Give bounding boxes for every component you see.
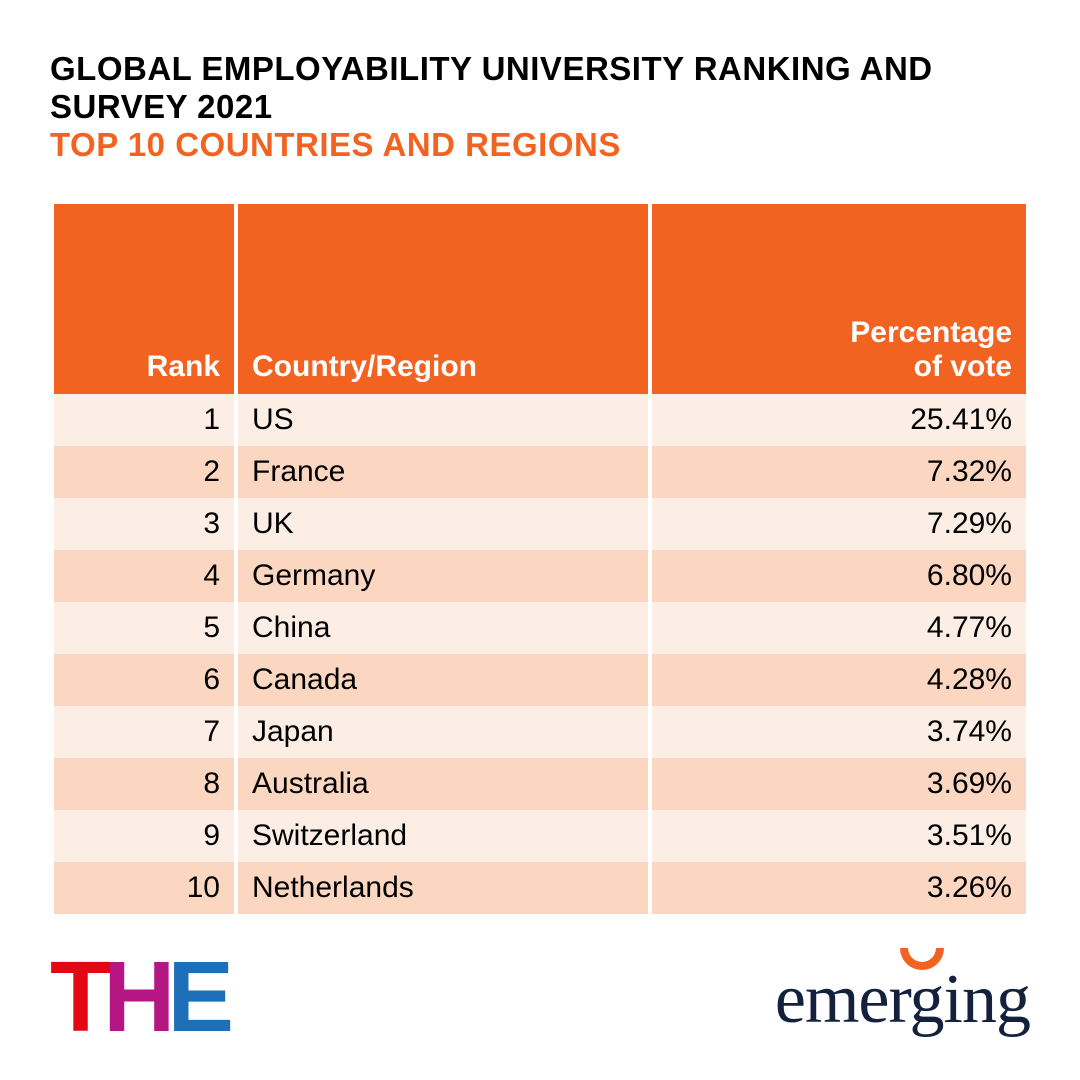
table-row: 1US25.41% <box>54 394 1026 446</box>
table-header-row: Rank Country/Region Percentage of vote <box>54 204 1026 394</box>
col-header-pct-line2: of vote <box>914 350 1012 383</box>
table-row: 4Germany6.80% <box>54 550 1026 602</box>
cell-percentage: 4.77% <box>652 602 1026 654</box>
cell-country: Germany <box>238 550 648 602</box>
table-row: 6Canada4.28% <box>54 654 1026 706</box>
table-row: 5China4.77% <box>54 602 1026 654</box>
table-row: 7Japan3.74% <box>54 706 1026 758</box>
cell-country: France <box>238 446 648 498</box>
cell-country: UK <box>238 498 648 550</box>
emerging-logo-text: emerging <box>775 960 1030 1040</box>
footer: T H E emerging <box>50 955 1030 1040</box>
emerging-word: emerging <box>775 961 1030 1038</box>
table-body: 1US25.41%2France7.32%3UK7.29%4Germany6.8… <box>54 394 1026 914</box>
cell-percentage: 3.74% <box>652 706 1026 758</box>
cell-percentage: 3.26% <box>652 862 1026 914</box>
cell-rank: 6 <box>54 654 234 706</box>
cell-rank: 1 <box>54 394 234 446</box>
col-header-percentage: Percentage of vote <box>652 204 1026 394</box>
cell-country: China <box>238 602 648 654</box>
cell-percentage: 3.69% <box>652 758 1026 810</box>
table-row: 2France7.32% <box>54 446 1026 498</box>
cell-percentage: 6.80% <box>652 550 1026 602</box>
table-row: 10Netherlands3.26% <box>54 862 1026 914</box>
the-logo-e: E <box>167 955 226 1040</box>
cell-country: US <box>238 394 648 446</box>
cell-percentage: 7.29% <box>652 498 1026 550</box>
the-logo-t: T <box>50 955 103 1040</box>
cell-percentage: 7.32% <box>652 446 1026 498</box>
cell-country: Netherlands <box>238 862 648 914</box>
cell-rank: 7 <box>54 706 234 758</box>
emerging-logo: emerging <box>775 960 1030 1040</box>
col-header-pct-line1: Percentage <box>850 316 1012 349</box>
cell-rank: 9 <box>54 810 234 862</box>
cell-country: Canada <box>238 654 648 706</box>
cell-percentage: 4.28% <box>652 654 1026 706</box>
ranking-table: Rank Country/Region Percentage of vote 1… <box>50 204 1030 914</box>
cell-country: Australia <box>238 758 648 810</box>
cell-rank: 5 <box>54 602 234 654</box>
page-subtitle: TOP 10 COUNTRIES AND REGIONS <box>50 126 1030 164</box>
cell-country: Switzerland <box>238 810 648 862</box>
cell-rank: 8 <box>54 758 234 810</box>
cell-percentage: 25.41% <box>652 394 1026 446</box>
cell-rank: 4 <box>54 550 234 602</box>
cell-rank: 10 <box>54 862 234 914</box>
table-row: 9Switzerland3.51% <box>54 810 1026 862</box>
cell-country: Japan <box>238 706 648 758</box>
cell-rank: 3 <box>54 498 234 550</box>
the-logo: T H E <box>50 955 226 1040</box>
page-title: GLOBAL EMPLOYABILITY UNIVERSITY RANKING … <box>50 50 1030 126</box>
table-row: 3UK7.29% <box>54 498 1026 550</box>
the-logo-h: H <box>103 955 167 1040</box>
cell-percentage: 3.51% <box>652 810 1026 862</box>
table-row: 8Australia3.69% <box>54 758 1026 810</box>
col-header-country: Country/Region <box>238 204 648 394</box>
col-header-rank: Rank <box>54 204 234 394</box>
cell-rank: 2 <box>54 446 234 498</box>
